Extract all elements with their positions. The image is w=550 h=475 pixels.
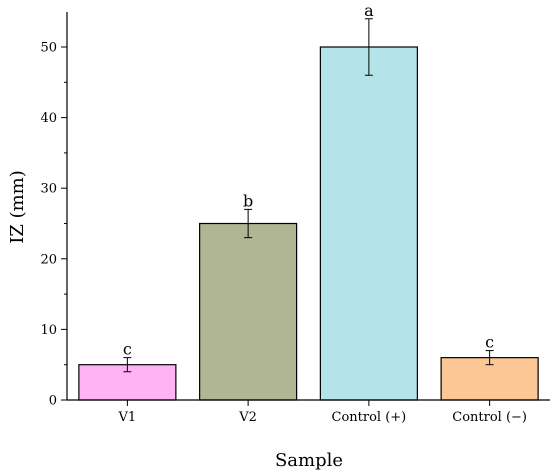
- significance-label: b: [243, 191, 253, 210]
- x-tick-label: V1: [118, 410, 137, 425]
- significance-labels-group: c b a c: [123, 1, 494, 359]
- significance-label: a: [364, 1, 374, 20]
- bars-group: [78, 46, 539, 401]
- x-axis: V1 V2 Control (+) Control (−): [67, 399, 550, 425]
- error-bars-group: [123, 18, 494, 373]
- x-tick-label: Control (+): [332, 410, 407, 425]
- x-tick-label: Control (−): [452, 410, 527, 425]
- y-tick-label: 10: [40, 323, 57, 338]
- bar: [319, 46, 418, 401]
- significance-label: c: [123, 340, 132, 359]
- y-axis: 0 10 20 30 40 50: [40, 12, 68, 409]
- y-tick-label: 0: [49, 394, 57, 409]
- y-tick-label: 20: [40, 252, 57, 267]
- bar: [199, 222, 298, 401]
- y-tick-label: 50: [40, 41, 57, 56]
- y-tick-label: 30: [40, 182, 57, 197]
- x-axis-title: Sample: [275, 450, 343, 471]
- significance-label: c: [485, 333, 494, 352]
- y-tick-label: 40: [40, 111, 57, 126]
- y-axis-title: IZ (mm): [7, 170, 28, 244]
- x-tick-label: V2: [238, 410, 257, 425]
